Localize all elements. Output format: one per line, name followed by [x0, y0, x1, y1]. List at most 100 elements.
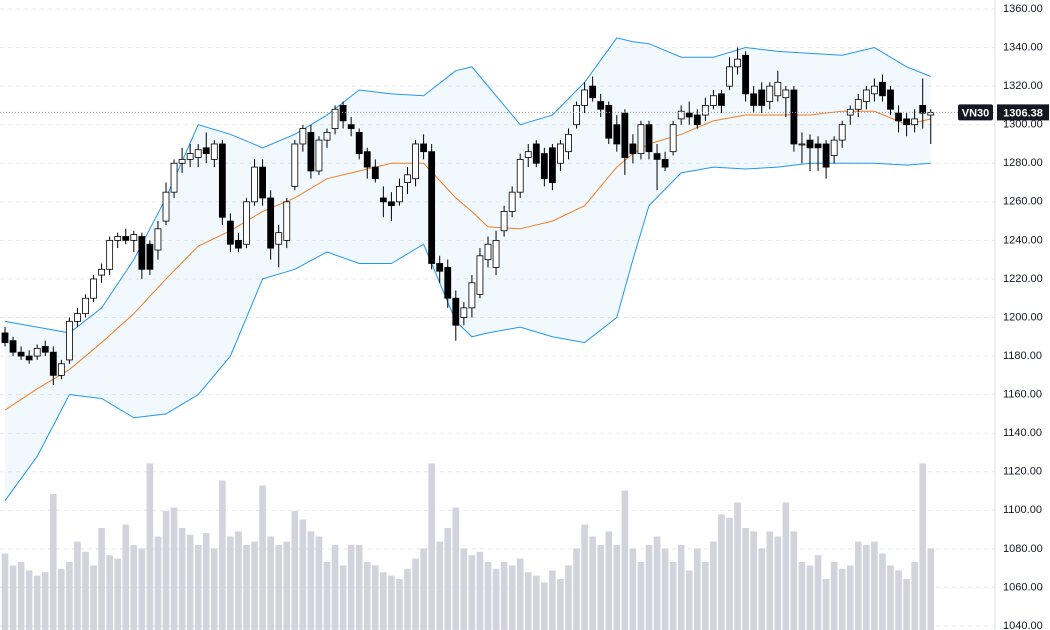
- volume-bar: [162, 511, 170, 630]
- volume-bar: [267, 536, 274, 630]
- candle-body: [589, 85, 597, 99]
- volume-bar: [855, 541, 862, 630]
- volume-bar: [710, 541, 717, 630]
- candle-body: [235, 239, 242, 249]
- volume-bar: [903, 579, 910, 630]
- volume-bar: [798, 562, 806, 630]
- candle-body: [396, 185, 403, 203]
- volume-bar: [452, 507, 460, 630]
- candle-body: [444, 266, 452, 299]
- candle-body: [154, 228, 162, 251]
- candle-body: [66, 320, 73, 361]
- price-tag: [997, 104, 1049, 121]
- candle-body: [911, 118, 919, 126]
- volume-bar: [259, 485, 266, 630]
- volume-bar: [669, 562, 677, 630]
- volume-bar: [565, 565, 572, 630]
- y-tick-label: 1240.00: [1003, 234, 1043, 246]
- candle-body: [347, 124, 355, 129]
- candle-body: [508, 191, 516, 212]
- volume-bar: [774, 536, 782, 630]
- volume-bar: [492, 568, 500, 630]
- candle-body: [621, 112, 629, 158]
- candle-body: [460, 307, 468, 318]
- candle-body: [605, 105, 613, 139]
- volume-bar: [919, 463, 926, 630]
- volume-bar: [372, 565, 379, 630]
- volume-bar: [428, 463, 435, 630]
- candle-body: [718, 93, 725, 106]
- candle-body: [814, 143, 822, 149]
- volume-bar: [766, 531, 774, 630]
- candle-body: [710, 95, 717, 106]
- volume-bar: [621, 490, 629, 630]
- candle-body: [887, 89, 894, 110]
- candle-body: [838, 124, 846, 141]
- candle-body: [436, 263, 444, 272]
- candle-body: [903, 118, 910, 126]
- volume-bar: [838, 568, 846, 630]
- volume-bar: [879, 553, 886, 630]
- candle-body: [428, 151, 436, 264]
- candle-body: [524, 151, 532, 158]
- symbol-label: VN30: [962, 107, 990, 119]
- y-tick-label: 1360.00: [1003, 3, 1043, 15]
- candle-body: [871, 85, 878, 95]
- volume-bar: [17, 562, 25, 630]
- candle-body: [661, 158, 669, 168]
- volume-bar: [629, 548, 637, 630]
- candle-body: [581, 89, 588, 106]
- y-tick-label: 1220.00: [1003, 273, 1043, 285]
- candle-body: [283, 201, 291, 241]
- volume-bar: [146, 463, 154, 630]
- volume-bar: [581, 524, 588, 630]
- candle-body: [742, 54, 749, 95]
- volume-bar: [814, 555, 822, 630]
- volume-bar: [355, 545, 363, 630]
- candle-body: [323, 131, 331, 141]
- candle-body: [122, 236, 130, 241]
- y-tick-label: 1060.00: [1003, 581, 1043, 593]
- volume-bar: [750, 531, 757, 630]
- volume-bar: [444, 528, 452, 630]
- candle-body: [412, 143, 419, 180]
- volume-bar: [66, 562, 73, 630]
- volume-bar: [130, 545, 138, 630]
- volume-bar: [694, 548, 701, 630]
- candle-body: [726, 66, 733, 87]
- volume-bar: [82, 551, 89, 630]
- volume-bar: [404, 568, 411, 630]
- volume-bar: [114, 558, 121, 630]
- volume-bar: [573, 548, 580, 630]
- volume-bar: [227, 536, 234, 630]
- candle-body: [49, 351, 57, 376]
- candle-body: [114, 236, 122, 241]
- candle-body: [758, 89, 766, 106]
- volume-bar: [154, 536, 162, 630]
- volume-bar: [307, 531, 315, 630]
- candle-body: [806, 139, 814, 149]
- candle-body: [146, 243, 154, 270]
- candle-body: [484, 243, 492, 261]
- candle-body: [74, 313, 81, 322]
- y-tick-label: 1340.00: [1003, 41, 1043, 53]
- volume-bar: [927, 548, 935, 630]
- candle-body: [629, 143, 637, 155]
- y-tick-label: 1040.00: [1003, 620, 1043, 630]
- volume-bar: [702, 562, 709, 630]
- volume-bar: [9, 565, 17, 630]
- middle-band: [4, 110, 931, 411]
- candle-body: [202, 147, 210, 155]
- volume-bar: [677, 545, 685, 630]
- volume-bar: [347, 545, 355, 630]
- volume-bar: [484, 562, 492, 630]
- volume-bar: [718, 514, 725, 630]
- candle-body: [363, 151, 371, 168]
- volume-bar: [830, 562, 838, 630]
- volume-bar: [726, 517, 733, 630]
- volume-bar: [251, 541, 258, 630]
- volume-bar: [460, 548, 468, 630]
- volume-bar: [476, 551, 484, 630]
- volume-bar: [122, 524, 130, 630]
- candle-body: [33, 347, 41, 357]
